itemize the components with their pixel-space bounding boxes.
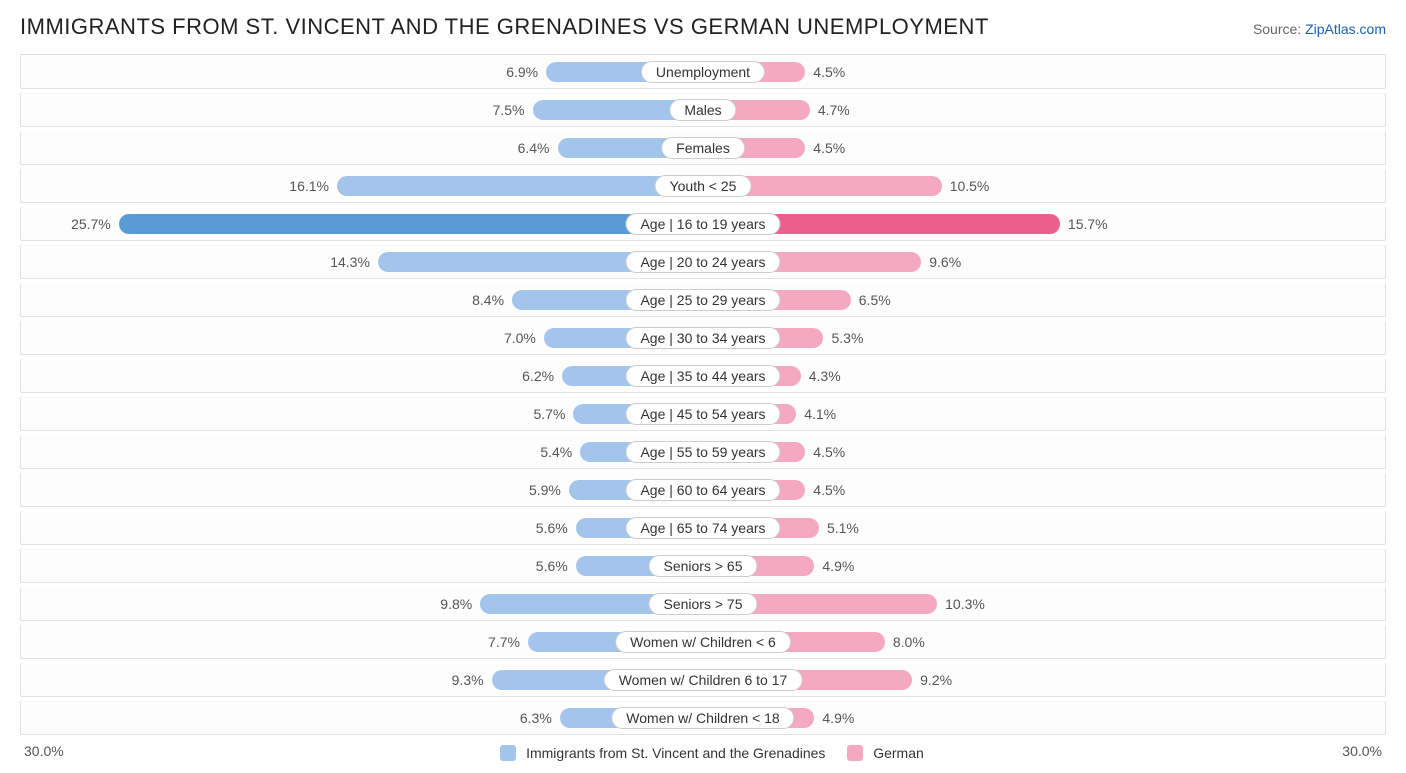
chart-row: 6.9% 4.5% Unemployment (20, 55, 1386, 89)
value-right: 15.7% (1068, 214, 1108, 234)
value-right: 9.6% (929, 252, 961, 272)
chart-row: 25.7% 15.7% Age | 16 to 19 years (20, 207, 1386, 241)
chart-row: 14.3% 9.6% Age | 20 to 24 years (20, 245, 1386, 279)
category-label: Age | 20 to 24 years (625, 251, 780, 273)
bar-left (337, 176, 703, 196)
diverging-bar-chart: 6.9% 4.5% Unemployment 7.5% 4.7% Males 6.4% 4.5… (20, 54, 1386, 735)
chart-row: 5.4% 4.5% Age | 55 to 59 years (20, 435, 1386, 469)
value-left: 7.7% (488, 632, 520, 652)
value-left: 7.5% (493, 100, 525, 120)
category-label: Age | 60 to 64 years (625, 479, 780, 501)
value-right: 4.5% (813, 62, 845, 82)
value-left: 5.6% (536, 518, 568, 538)
value-right: 4.3% (809, 366, 841, 386)
value-left: 7.0% (504, 328, 536, 348)
category-label: Seniors > 75 (649, 593, 758, 615)
value-left: 9.8% (440, 594, 472, 614)
value-left: 6.9% (506, 62, 538, 82)
category-label: Females (661, 137, 745, 159)
value-right: 5.3% (831, 328, 863, 348)
value-right: 4.9% (822, 556, 854, 576)
value-right: 10.3% (945, 594, 985, 614)
value-left: 6.4% (518, 138, 550, 158)
value-left: 6.3% (520, 708, 552, 728)
x-axis: 30.0% 30.0% (20, 739, 1386, 759)
category-label: Seniors > 65 (649, 555, 758, 577)
value-right: 4.5% (813, 442, 845, 462)
chart-row: 5.7% 4.1% Age | 45 to 54 years (20, 397, 1386, 431)
category-label: Age | 30 to 34 years (625, 327, 780, 349)
value-right: 8.0% (893, 632, 925, 652)
category-label: Age | 65 to 74 years (625, 517, 780, 539)
value-right: 4.7% (818, 100, 850, 120)
value-right: 4.5% (813, 138, 845, 158)
chart-row: 9.8% 10.3% Seniors > 75 (20, 587, 1386, 621)
category-label: Age | 55 to 59 years (625, 441, 780, 463)
value-left: 5.9% (529, 480, 561, 500)
chart-row: 7.5% 4.7% Males (20, 93, 1386, 127)
chart-row: 7.0% 5.3% Age | 30 to 34 years (20, 321, 1386, 355)
category-label: Unemployment (641, 61, 765, 83)
category-label: Women w/ Children < 6 (615, 631, 791, 653)
source-link[interactable]: ZipAtlas.com (1305, 21, 1386, 37)
category-label: Women w/ Children 6 to 17 (604, 669, 803, 691)
chart-row: 6.4% 4.5% Females (20, 131, 1386, 165)
value-right: 6.5% (859, 290, 891, 310)
category-label: Age | 35 to 44 years (625, 365, 780, 387)
value-right: 4.5% (813, 480, 845, 500)
value-left: 5.6% (536, 556, 568, 576)
value-right: 9.2% (920, 670, 952, 690)
chart-row: 6.3% 4.9% Women w/ Children < 18 (20, 701, 1386, 735)
chart-row: 6.2% 4.3% Age | 35 to 44 years (20, 359, 1386, 393)
source-label: Source: (1253, 21, 1301, 37)
category-label: Age | 25 to 29 years (625, 289, 780, 311)
chart-title: IMMIGRANTS FROM ST. VINCENT AND THE GREN… (20, 14, 989, 40)
value-right: 4.9% (822, 708, 854, 728)
category-label: Age | 16 to 19 years (625, 213, 780, 235)
chart-row: 9.3% 9.2% Women w/ Children 6 to 17 (20, 663, 1386, 697)
bar-left (119, 214, 703, 234)
value-right: 5.1% (827, 518, 859, 538)
value-right: 10.5% (950, 176, 990, 196)
value-left: 14.3% (330, 252, 370, 272)
value-left: 25.7% (71, 214, 111, 234)
chart-row: 16.1% 10.5% Youth < 25 (20, 169, 1386, 203)
category-label: Males (669, 99, 736, 121)
category-label: Women w/ Children < 18 (611, 707, 794, 729)
category-label: Age | 45 to 54 years (625, 403, 780, 425)
chart-row: 5.6% 5.1% Age | 65 to 74 years (20, 511, 1386, 545)
value-left: 9.3% (452, 670, 484, 690)
category-label: Youth < 25 (655, 175, 752, 197)
chart-row: 5.9% 4.5% Age | 60 to 64 years (20, 473, 1386, 507)
value-right: 4.1% (804, 404, 836, 424)
value-left: 16.1% (289, 176, 329, 196)
chart-row: 8.4% 6.5% Age | 25 to 29 years (20, 283, 1386, 317)
chart-row: 5.6% 4.9% Seniors > 65 (20, 549, 1386, 583)
chart-row: 7.7% 8.0% Women w/ Children < 6 (20, 625, 1386, 659)
value-left: 5.7% (534, 404, 566, 424)
value-left: 8.4% (472, 290, 504, 310)
source-citation: Source: ZipAtlas.com (1253, 21, 1386, 37)
value-left: 6.2% (522, 366, 554, 386)
value-left: 5.4% (540, 442, 572, 462)
